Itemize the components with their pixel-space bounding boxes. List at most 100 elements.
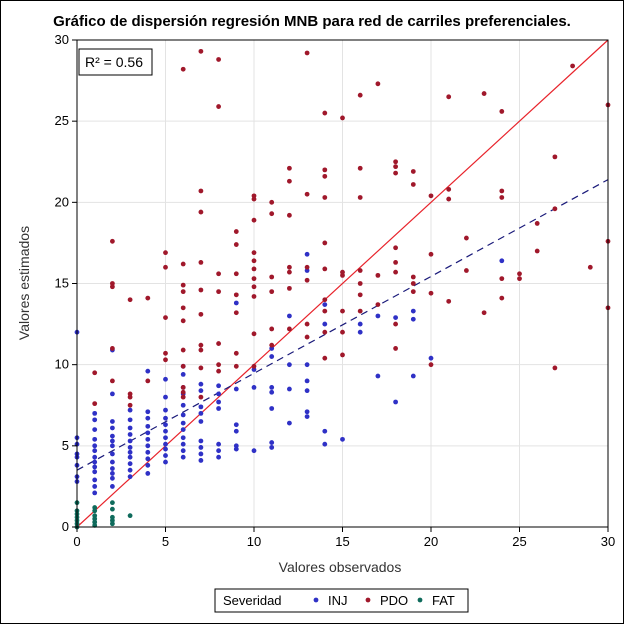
data-point xyxy=(269,289,275,295)
data-point xyxy=(110,521,115,527)
data-point xyxy=(216,454,222,460)
data-point xyxy=(322,308,328,314)
legend-label-fat: FAT xyxy=(432,593,455,608)
data-point xyxy=(410,316,416,322)
legend-label-inj: INJ xyxy=(328,593,348,608)
data-point xyxy=(92,469,98,475)
data-point xyxy=(340,329,345,335)
data-point xyxy=(127,454,133,460)
data-point xyxy=(393,269,398,275)
data-point xyxy=(180,289,186,295)
x-axis-label: Valores observados xyxy=(279,559,402,575)
data-point xyxy=(127,445,133,450)
data-point xyxy=(127,297,133,303)
data-point xyxy=(322,441,328,447)
data-point xyxy=(233,363,239,369)
data-point xyxy=(110,391,115,397)
data-point xyxy=(233,422,239,428)
data-point xyxy=(269,406,275,411)
data-point xyxy=(145,378,151,384)
data-point xyxy=(163,441,168,447)
data-point xyxy=(163,376,168,382)
data-point xyxy=(180,282,186,288)
data-point xyxy=(517,276,522,282)
x-tick-label: 15 xyxy=(335,534,349,549)
data-point xyxy=(180,412,186,418)
data-point xyxy=(233,271,239,277)
data-point xyxy=(180,384,186,390)
data-point xyxy=(127,394,133,400)
data-point xyxy=(393,321,398,327)
data-point xyxy=(287,269,292,275)
data-point xyxy=(251,217,257,223)
data-point xyxy=(92,448,98,454)
data-point xyxy=(357,195,363,200)
legend-marker-inj xyxy=(313,597,319,603)
data-point xyxy=(534,248,540,254)
data-point xyxy=(304,334,310,340)
data-point xyxy=(269,211,275,217)
legend-title: Severidad xyxy=(223,593,282,608)
data-point xyxy=(269,274,275,280)
data-point xyxy=(481,91,487,96)
data-point xyxy=(251,196,257,202)
data-point xyxy=(216,57,222,62)
data-point xyxy=(357,329,363,335)
data-point xyxy=(216,362,222,368)
data-point xyxy=(110,443,115,449)
y-tick-label: 0 xyxy=(62,519,69,534)
data-point xyxy=(304,264,310,270)
data-point xyxy=(251,363,257,369)
data-point xyxy=(322,173,328,179)
data-point xyxy=(110,506,115,512)
data-point xyxy=(92,410,98,416)
data-point xyxy=(552,154,558,160)
data-point xyxy=(287,178,292,184)
data-point xyxy=(587,264,593,270)
data-point xyxy=(410,182,416,187)
data-point xyxy=(127,432,133,437)
data-point xyxy=(198,445,204,450)
data-point xyxy=(233,350,239,356)
data-point xyxy=(127,513,133,519)
data-point xyxy=(304,362,310,368)
legend-marker-pdo xyxy=(365,597,371,603)
data-point xyxy=(163,407,168,413)
data-point xyxy=(304,251,310,257)
data-point xyxy=(269,342,275,348)
data-point xyxy=(269,389,275,395)
data-point xyxy=(110,425,115,431)
data-point xyxy=(428,290,434,296)
data-point xyxy=(269,326,275,332)
y-tick-label: 30 xyxy=(55,32,69,47)
data-point xyxy=(322,110,328,116)
data-point xyxy=(127,402,133,408)
data-point xyxy=(393,170,398,176)
data-point xyxy=(127,417,133,423)
data-point xyxy=(322,321,328,327)
data-point xyxy=(110,433,115,439)
data-point xyxy=(92,464,98,470)
data-point xyxy=(287,313,292,319)
data-points xyxy=(74,48,611,530)
data-point xyxy=(287,362,292,368)
axis-ticks: 0 5 10 15 20 25 30 0 5 10 15 20 25 30 xyxy=(55,32,616,549)
fit-line xyxy=(76,179,609,471)
data-point xyxy=(163,315,168,320)
data-point xyxy=(127,449,133,455)
data-point xyxy=(410,274,416,280)
y-tick-label: 10 xyxy=(55,357,69,372)
data-point xyxy=(216,383,222,389)
data-point xyxy=(216,399,222,405)
data-point xyxy=(163,428,168,434)
data-point xyxy=(304,191,310,197)
data-point xyxy=(92,477,98,483)
data-point xyxy=(198,48,204,54)
y-tick-label: 5 xyxy=(62,438,69,453)
data-point xyxy=(287,212,292,218)
data-point xyxy=(198,188,204,194)
data-point xyxy=(251,250,257,256)
data-point xyxy=(92,417,98,423)
data-point xyxy=(127,461,133,467)
data-point xyxy=(110,378,115,384)
